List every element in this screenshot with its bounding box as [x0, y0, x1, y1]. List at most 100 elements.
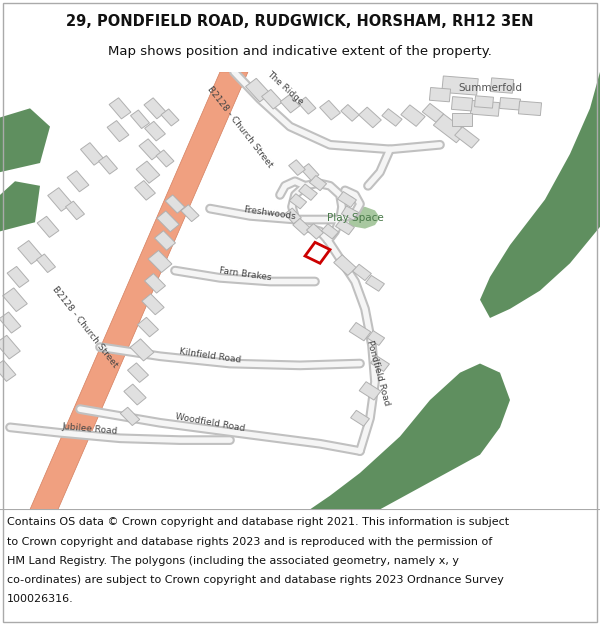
Bar	[475, 96, 493, 108]
Bar	[128, 363, 148, 382]
Bar	[322, 224, 338, 239]
Text: 29, PONDFIELD ROAD, RUDGWICK, HORSHAM, RH12 3EN: 29, PONDFIELD ROAD, RUDGWICK, HORSHAM, R…	[66, 14, 534, 29]
Bar	[455, 127, 479, 148]
Text: to Crown copyright and database rights 2023 and is reproduced with the permissio: to Crown copyright and database rights 2…	[7, 536, 493, 546]
Bar	[293, 219, 311, 235]
Bar	[490, 78, 514, 93]
Bar	[341, 104, 359, 121]
Bar	[442, 76, 478, 95]
Bar	[341, 206, 359, 220]
Bar	[109, 98, 131, 119]
Bar	[136, 161, 160, 183]
Bar	[298, 97, 316, 114]
Bar	[134, 181, 155, 200]
Bar	[145, 121, 166, 141]
Text: Kilnfield Road: Kilnfield Road	[179, 348, 241, 365]
Bar	[131, 110, 149, 129]
Bar	[156, 150, 174, 167]
Bar	[7, 266, 29, 288]
Bar	[144, 98, 166, 119]
Polygon shape	[30, 72, 248, 509]
Bar	[470, 101, 500, 116]
Bar	[500, 98, 520, 110]
Bar	[262, 89, 283, 109]
Bar	[353, 264, 371, 281]
Bar	[181, 204, 199, 222]
Bar	[161, 109, 179, 126]
Polygon shape	[310, 364, 510, 509]
Polygon shape	[0, 108, 50, 172]
Bar	[289, 160, 305, 176]
Polygon shape	[480, 72, 600, 318]
Bar	[155, 231, 175, 250]
Text: The Ridge: The Ridge	[265, 69, 305, 107]
Bar	[320, 101, 340, 120]
Text: Freshwoods: Freshwoods	[243, 205, 297, 221]
Text: Farn Brakes: Farn Brakes	[218, 266, 272, 282]
Bar	[301, 164, 319, 181]
Text: Woodfield Road: Woodfield Road	[175, 412, 245, 433]
Bar	[289, 194, 307, 209]
Bar	[18, 241, 42, 264]
Text: B2128 - Church Street: B2128 - Church Street	[50, 285, 119, 369]
Text: Pondfield Road: Pondfield Road	[365, 339, 391, 406]
Bar	[365, 276, 385, 291]
Bar	[37, 254, 55, 272]
Bar	[98, 156, 118, 174]
Bar	[359, 107, 382, 128]
Bar	[145, 274, 166, 293]
Bar	[299, 184, 317, 201]
Bar	[165, 195, 185, 213]
Bar	[350, 411, 370, 426]
Bar	[367, 331, 385, 346]
Bar	[430, 88, 451, 102]
Bar	[401, 105, 425, 126]
Bar	[80, 142, 104, 165]
Bar	[0, 360, 16, 381]
Text: B2128 - Church Street: B2128 - Church Street	[206, 84, 274, 169]
Bar	[157, 211, 179, 232]
Bar	[65, 201, 85, 219]
Polygon shape	[0, 181, 40, 231]
Text: 100026316.: 100026316.	[7, 594, 74, 604]
Bar	[334, 255, 356, 276]
Bar	[359, 382, 381, 400]
Text: Contains OS data © Crown copyright and database right 2021. This information is : Contains OS data © Crown copyright and d…	[7, 518, 509, 528]
Bar	[245, 78, 271, 102]
Bar	[0, 335, 20, 359]
Bar	[382, 109, 402, 126]
Bar	[67, 171, 89, 192]
Bar	[452, 113, 472, 126]
Bar	[124, 384, 146, 405]
Bar	[37, 216, 59, 238]
Bar	[0, 312, 21, 333]
Bar	[451, 97, 473, 111]
Text: HM Land Registry. The polygons (including the associated geometry, namely x, y: HM Land Registry. The polygons (includin…	[7, 556, 459, 566]
Text: Map shows position and indicative extent of the property.: Map shows position and indicative extent…	[108, 45, 492, 58]
Bar	[310, 176, 326, 191]
Bar	[139, 139, 161, 160]
Text: co-ordinates) are subject to Crown copyright and database rights 2023 Ordnance S: co-ordinates) are subject to Crown copyr…	[7, 575, 504, 585]
Bar	[130, 339, 154, 361]
Bar	[120, 408, 140, 426]
Bar	[137, 318, 158, 337]
Bar	[335, 219, 355, 235]
Bar	[48, 188, 72, 211]
Text: Play Space: Play Space	[326, 213, 383, 222]
Bar	[3, 288, 27, 312]
Bar	[433, 114, 467, 142]
Bar	[284, 208, 301, 224]
Bar	[371, 356, 389, 371]
Bar	[518, 101, 542, 116]
Bar	[349, 322, 371, 341]
Bar	[307, 224, 323, 239]
Bar	[142, 294, 164, 315]
Bar	[148, 251, 172, 272]
Bar	[422, 103, 444, 122]
Bar	[280, 94, 300, 113]
Polygon shape	[348, 207, 380, 229]
Bar	[107, 121, 129, 142]
Text: Jubilee Road: Jubilee Road	[62, 422, 118, 436]
Text: Summerfold: Summerfold	[458, 83, 522, 93]
Bar	[338, 192, 356, 208]
